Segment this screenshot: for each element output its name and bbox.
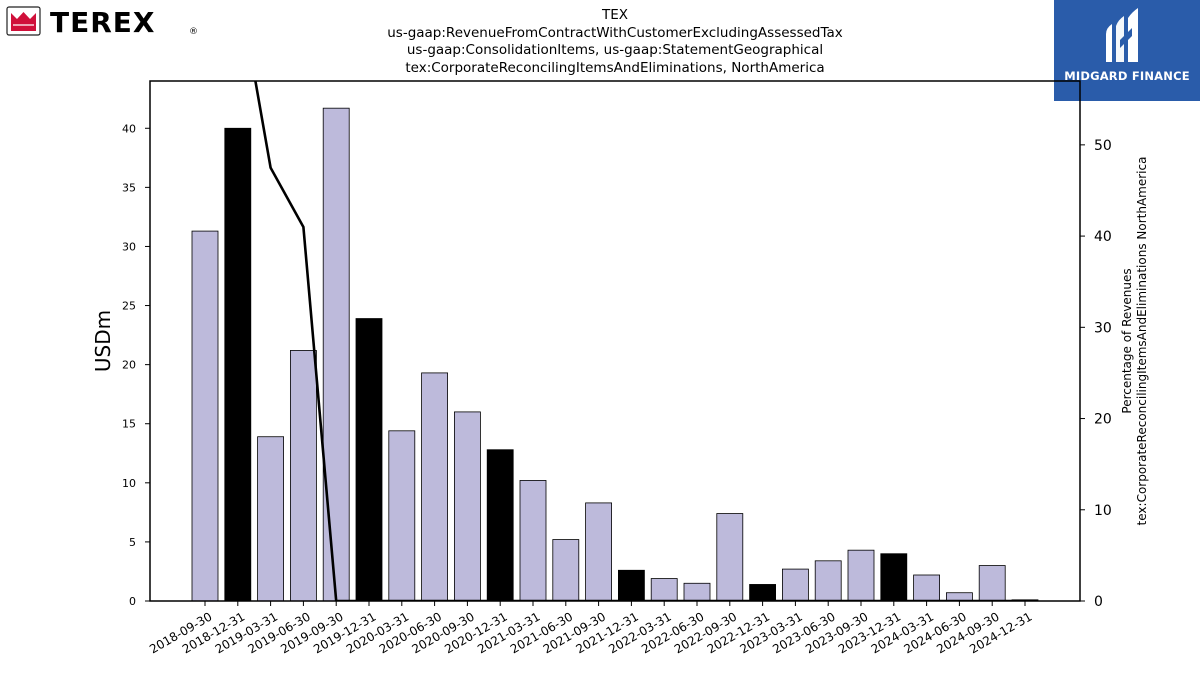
y2-tick-label: 0	[1094, 594, 1103, 610]
y-tick-label: 35	[122, 181, 136, 194]
bar-2022-12-31	[749, 584, 776, 602]
y2-tick-label: 10	[1094, 503, 1112, 519]
title-line-4: tex:CorporateReconcilingItemsAndEliminat…	[405, 59, 825, 76]
registered-mark: ®	[189, 27, 198, 37]
bar-2019-12-31	[355, 318, 383, 602]
right-axis-ticks: 0 10 20 30 40 50	[1080, 138, 1112, 610]
bar-2024-03-31	[913, 574, 940, 602]
terex-logo: TEREX ®	[6, 6, 201, 39]
bar-2020-03-31	[388, 430, 416, 602]
midgard-finance-logo: MIDGARD FINANCE	[1054, 0, 1200, 101]
chart-title: TEX us-gaap:RevenueFromContractWithCusto…	[300, 7, 930, 77]
title-line-1: TEX	[601, 7, 629, 23]
bar-2020-09-30	[453, 411, 481, 602]
bar-2018-09-30	[191, 230, 219, 602]
bar-2023-12-31	[880, 553, 908, 602]
plot-frame	[149, 80, 1081, 602]
bar-2022-09-30	[716, 513, 744, 602]
y-tick-label: 10	[122, 477, 136, 490]
bar-2023-06-30	[814, 560, 842, 602]
bar-2024-09-30	[978, 565, 1006, 602]
bar-2019-06-30	[289, 350, 317, 602]
y2-tick-label: 30	[1094, 320, 1112, 336]
y2-tick-label: 40	[1094, 229, 1112, 245]
y2-tick-label: 50	[1094, 138, 1112, 154]
y-tick-label: 40	[122, 122, 136, 135]
bar-2023-09-30	[847, 549, 875, 602]
bar-2020-06-30	[421, 372, 449, 602]
y2-axis-label-line-2: tex:CorporateReconcilingItemsAndEliminat…	[1135, 157, 1149, 526]
bar-2021-09-30	[585, 502, 612, 602]
title-line-2: us-gaap:RevenueFromContractWithCustomerE…	[387, 24, 843, 41]
y-tick-label: 30	[122, 240, 136, 253]
bar-2018-12-31	[224, 127, 252, 602]
midgard-wordmark: MIDGARD FINANCE	[1064, 69, 1190, 83]
left-axis-ticks: 0 5 10 15 20 25 30 35 40	[122, 122, 150, 608]
title-line-3: us-gaap:ConsolidationItems, us-gaap:Stat…	[406, 42, 824, 58]
x-axis-ticks: 2018-09-302018-12-312019-03-312019-06-30…	[147, 601, 1035, 656]
y-tick-label: 0	[129, 595, 136, 608]
bar-2022-03-31	[650, 578, 678, 602]
y-axis-label: USDm	[91, 310, 115, 372]
terex-wordmark: TEREX	[50, 6, 156, 38]
bar-2022-06-30	[683, 582, 711, 602]
bar-2019-09-30	[322, 107, 350, 602]
bar-2021-06-30	[552, 539, 580, 602]
y-tick-label: 5	[129, 536, 136, 549]
terex-crown-icon	[11, 12, 36, 31]
y-tick-label: 20	[122, 359, 136, 372]
midgard-m-icon	[1106, 8, 1138, 62]
y2-axis-label-line-1: Percentage of Revenues	[1120, 268, 1134, 413]
y2-tick-label: 20	[1094, 412, 1112, 428]
bar-2023-03-31	[782, 568, 809, 602]
y-tick-label: 25	[122, 300, 136, 313]
y-tick-label: 15	[122, 418, 136, 431]
bar-2020-12-31	[486, 449, 514, 602]
bar-2021-03-31	[519, 480, 547, 602]
bar-2021-12-31	[618, 569, 645, 602]
bar-2019-03-31	[257, 436, 285, 602]
bar-series	[191, 107, 1039, 602]
